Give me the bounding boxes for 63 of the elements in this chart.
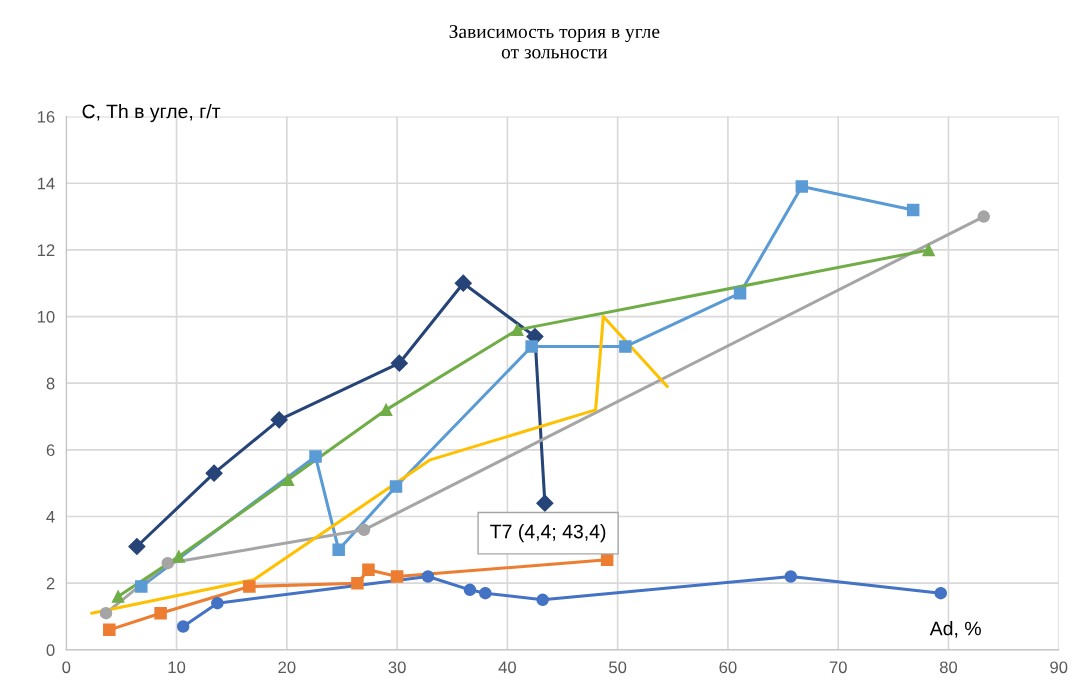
- point: [390, 570, 404, 583]
- point: [463, 583, 477, 597]
- x-tick-label: 90: [1050, 661, 1068, 674]
- point: [733, 286, 747, 300]
- chart-title: Зависимость тория в угле от зольности: [449, 24, 660, 59]
- point: [525, 340, 538, 353]
- point: [795, 180, 809, 193]
- y-tick-label: 2: [46, 577, 55, 590]
- y-tick-label: 16: [37, 110, 55, 123]
- point: [906, 203, 920, 217]
- point: [362, 563, 375, 577]
- point: [421, 570, 435, 583]
- x-tick-label: 40: [498, 661, 517, 674]
- point: [784, 570, 798, 583]
- point: [161, 556, 175, 570]
- point: [357, 523, 371, 537]
- point: [128, 537, 146, 556]
- point: [270, 411, 288, 429]
- x-tick-label: 0: [62, 661, 71, 674]
- point: [154, 606, 167, 620]
- point: [281, 473, 295, 487]
- point: [243, 580, 256, 593]
- point: [172, 550, 186, 563]
- x-tick-label: 80: [939, 661, 958, 674]
- point: [111, 590, 125, 603]
- point: [922, 243, 935, 257]
- y-tick-label: 8: [46, 377, 55, 390]
- x-axis-title: Ad, %: [929, 621, 981, 638]
- x-tick-label: 50: [609, 661, 627, 674]
- point: [511, 323, 524, 337]
- x-tick-label: 10: [168, 661, 186, 674]
- point: [176, 620, 190, 633]
- y-tick-label: 12: [37, 244, 55, 256]
- point: [309, 450, 322, 463]
- line-series: [90, 315, 669, 615]
- point: [479, 586, 492, 600]
- point: [390, 354, 408, 372]
- y-tick-label: 6: [46, 444, 55, 457]
- y-tick-label: 10: [37, 310, 55, 323]
- point: [351, 576, 364, 590]
- point: [977, 210, 991, 223]
- point: [379, 403, 393, 417]
- point: [536, 593, 549, 607]
- y-tick-label: 0: [46, 644, 55, 657]
- point: [135, 580, 148, 593]
- annotation: T7 (4,4; 43,4): [490, 524, 606, 543]
- point: [389, 480, 403, 493]
- x-tick-label: 30: [388, 661, 406, 674]
- point: [103, 623, 116, 637]
- point: [99, 606, 113, 620]
- point: [934, 586, 947, 600]
- y-tick-label: 14: [37, 177, 55, 190]
- y-axis-title: С, Th в угле, г/т: [82, 104, 221, 123]
- x-tick-label: 60: [719, 661, 737, 674]
- point: [211, 596, 224, 610]
- point: [619, 340, 632, 353]
- point: [332, 543, 345, 557]
- point: [536, 494, 554, 512]
- point: [454, 274, 472, 292]
- x-tick-label: 20: [278, 661, 296, 674]
- y-tick-label: 4: [46, 511, 55, 523]
- point: [205, 464, 223, 482]
- x-tick-label: 70: [829, 661, 847, 674]
